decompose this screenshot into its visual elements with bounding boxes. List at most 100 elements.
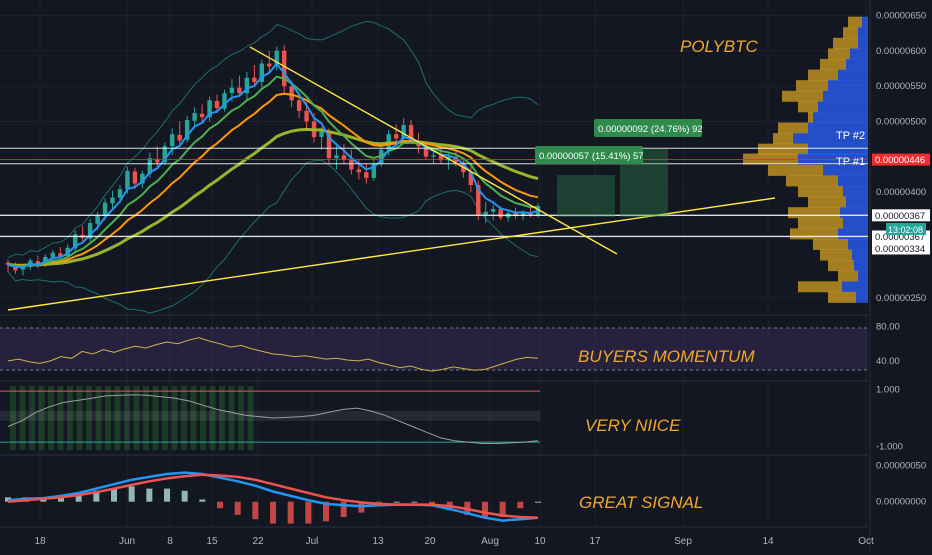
macd-histogram-bar [93, 490, 100, 502]
candle-body [147, 158, 153, 174]
candle-body [476, 184, 481, 215]
trendline-resistance [249, 46, 618, 255]
rsi-label: BUYERS MOMENTUM [578, 347, 755, 366]
osc-column [124, 386, 130, 450]
x-tick-label: 17 [589, 536, 601, 547]
candle-body [296, 100, 302, 111]
osc-tick-label: 1.000 [876, 385, 900, 396]
x-tick-label: Oct [858, 536, 874, 547]
profile-bar-up [862, 16, 868, 28]
profile-bar-down [813, 238, 848, 250]
x-tick-label: Jun [119, 536, 135, 547]
profile-bar-up [858, 270, 868, 282]
candle-body [117, 189, 123, 198]
candle-body [110, 197, 115, 204]
measure-low-label: 0.00000057 (15.41%) 57 [539, 151, 644, 162]
profile-bar-up [856, 291, 868, 303]
candle-body [162, 146, 167, 163]
profile-bar-up [823, 90, 868, 102]
chart-title: POLYBTC [680, 37, 759, 56]
candle-body [364, 172, 369, 178]
candle-body [132, 171, 138, 184]
macd-histogram-bar [270, 501, 276, 524]
profile-bar-down [758, 143, 808, 155]
macd-histogram-bar [40, 499, 47, 502]
profile-bar-up [858, 27, 868, 39]
macd-label: GREAT SIGNAL [579, 493, 703, 512]
candle-body [281, 50, 287, 87]
candle-body [349, 159, 354, 170]
profile-bar-down [778, 122, 808, 134]
macd-histogram-bar [75, 495, 82, 502]
profile-bar-down [848, 16, 862, 28]
osc-column [57, 386, 64, 450]
profile-bar-up [828, 80, 868, 92]
ema-fast-line [7, 62, 539, 269]
y-tick-label: 0.00000600 [876, 46, 926, 57]
osc-column [152, 386, 159, 450]
profile-bar-up [808, 143, 868, 155]
osc-column [209, 386, 216, 450]
drawings[interactable] [0, 46, 868, 311]
macd-histogram-bar [287, 501, 294, 524]
y-tick-label: 0.00000250 [876, 293, 926, 304]
candle-body [319, 131, 324, 137]
candle-body [170, 134, 175, 147]
candle-body [393, 134, 399, 139]
candle-body [155, 158, 160, 163]
profile-bar-up [850, 48, 868, 60]
osc-column [114, 386, 121, 450]
candle-body [304, 110, 309, 122]
osc-column [190, 386, 197, 450]
macd-histogram-bar [393, 501, 400, 503]
candle-body [229, 87, 235, 94]
profile-bar-up [842, 281, 868, 293]
measure-high-box[interactable] [594, 119, 702, 137]
profile-bar-down [828, 48, 850, 60]
rsi-tick-label: 40.00 [876, 356, 900, 367]
profile-bar-up [852, 249, 868, 261]
profile-bar-up [843, 217, 868, 229]
candle-body [356, 169, 362, 173]
measure-low-box[interactable] [535, 146, 643, 164]
y-tick-label: 0.00000400 [876, 187, 926, 198]
rsi-tick-label: 80.00 [876, 322, 900, 333]
candle-body [267, 63, 272, 67]
candle-body [237, 87, 242, 94]
profile-bar-up [838, 175, 868, 187]
profile-bar-down [782, 90, 823, 102]
x-tick-label: Aug [481, 536, 499, 547]
candle-body [184, 120, 190, 140]
bollinger-lower [7, 159, 539, 314]
candle-body [326, 131, 332, 159]
x-tick-label: 20 [424, 536, 436, 547]
candle-body [244, 77, 250, 94]
candle-body [408, 124, 414, 142]
macd-histogram-bar [305, 501, 312, 524]
macd-tick-label: 0.00000050 [876, 460, 926, 471]
profile-bar-up [808, 122, 868, 134]
osc-column [38, 386, 45, 450]
profile-bar-up [848, 238, 868, 250]
osc-column [19, 386, 26, 450]
profile-bar-down [820, 58, 846, 70]
candle-body [5, 262, 11, 265]
countdown-label: 13:02:08 [888, 225, 923, 235]
profile-bar-down [820, 249, 852, 261]
price-tag-box [872, 242, 930, 255]
candle-body [65, 247, 70, 257]
candle-body [35, 261, 41, 266]
price-tag-box [872, 153, 930, 166]
x-tick-label: 13 [372, 536, 384, 547]
x-tick-label: Jul [306, 536, 319, 547]
profile-bar-up [818, 101, 868, 113]
profile-bar-up [793, 133, 868, 145]
candle-body [371, 163, 376, 178]
candle-body [199, 113, 205, 118]
candle-body [192, 112, 197, 121]
x-tick-label: Sep [674, 536, 692, 547]
profile-bar-up [840, 207, 868, 219]
x-tick-label: 15 [206, 536, 218, 547]
candle-body [214, 100, 220, 109]
